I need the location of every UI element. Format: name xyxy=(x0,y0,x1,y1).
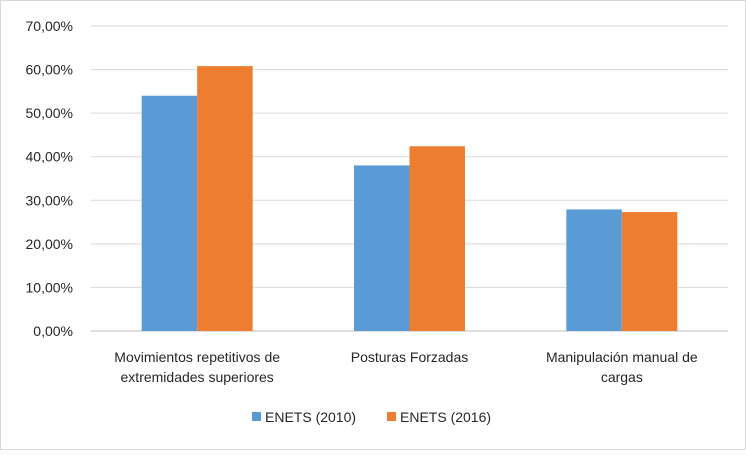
bar-1-2 xyxy=(354,165,410,331)
y-tick-label: 60,00% xyxy=(26,62,73,78)
y-tick-label: 40,00% xyxy=(26,149,73,165)
bar-2-3 xyxy=(621,212,678,331)
y-tick-label: 30,00% xyxy=(26,192,73,208)
legend-label: ENETS (2016) xyxy=(400,409,491,425)
bar-1-3 xyxy=(566,209,622,331)
bar-2-2 xyxy=(409,146,465,331)
y-tick-label: 50,00% xyxy=(26,105,73,121)
x-tick-label: extremidades superiores xyxy=(121,369,274,385)
x-tick-label: Movimientos repetitivos de xyxy=(114,349,280,365)
x-tick-label: Manipulación manual de xyxy=(546,349,698,365)
y-tick-label: 70,00% xyxy=(26,18,73,34)
bar-1-1 xyxy=(141,95,198,331)
x-tick-label: Posturas Forzadas xyxy=(351,349,469,365)
legend-swatch xyxy=(252,412,261,421)
legend-label: ENETS (2010) xyxy=(265,409,356,425)
y-tick-label: 20,00% xyxy=(26,236,73,252)
y-tick-label: 0,00% xyxy=(33,323,73,339)
bar-2-1 xyxy=(197,66,253,331)
legend-swatch xyxy=(387,412,396,421)
x-tick-label: cargas xyxy=(601,369,643,385)
y-tick-label: 10,00% xyxy=(26,279,73,295)
